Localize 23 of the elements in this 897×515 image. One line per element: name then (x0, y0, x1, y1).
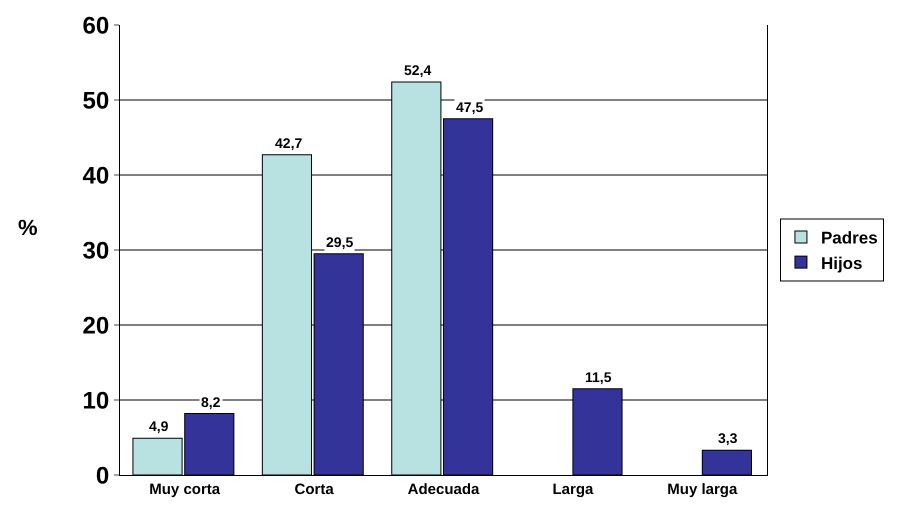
x-tick-label: Muy corta (149, 481, 221, 498)
data-label: 11,5 (585, 369, 612, 385)
legend-label: Padres (820, 228, 878, 248)
data-label: 8,2 (201, 394, 221, 410)
y-tick-label: 20 (82, 312, 110, 340)
y-tick-label: 40 (82, 162, 110, 190)
x-tick-label: Corta (294, 481, 334, 498)
y-tick-label: 0 (96, 462, 110, 490)
x-tick-label: Adecuada (408, 481, 480, 498)
y-tick-label: 30 (82, 237, 110, 264)
data-label: 3,3 (718, 430, 738, 446)
x-tick-label: Larga (552, 481, 594, 498)
data-label: 52,4 (404, 62, 432, 78)
y-tick-label: 50 (82, 87, 110, 114)
data-label: 47,5 (456, 99, 484, 115)
x-tick-label: Muy larga (667, 481, 738, 498)
data-label: 29,5 (326, 234, 354, 250)
y-tick-label: 60 (82, 12, 110, 40)
data-label: 4,9 (149, 418, 169, 434)
legend-label: Hijos (820, 254, 863, 273)
y-axis-title: % (18, 215, 38, 240)
y-tick-label: 10 (82, 387, 110, 414)
data-label: 42,7 (275, 135, 302, 151)
